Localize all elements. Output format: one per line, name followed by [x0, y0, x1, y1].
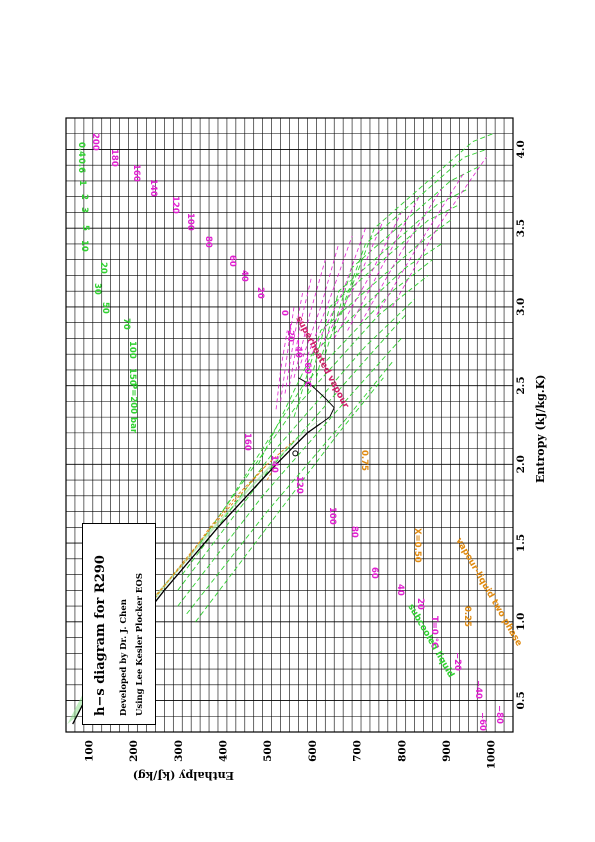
isobar-label: 70 — [121, 318, 131, 330]
isobar-line — [257, 243, 442, 465]
info-box: h−s diagram for R290 Developed by Dr. J.… — [82, 523, 156, 725]
isotherm-label: 200 — [90, 133, 100, 151]
isotherm-line — [293, 259, 326, 378]
isobar-line — [181, 298, 416, 575]
chart-author: Developed by Dr. J. Chen — [119, 599, 129, 716]
entropy-tick-label: 2.0 — [515, 455, 527, 473]
enthalpy-tick-label: 400 — [217, 740, 229, 762]
entropy-tick-label: 0.5 — [515, 691, 527, 709]
entropy-tick-label: 2.5 — [515, 376, 527, 394]
isotherm-label: −20 — [285, 323, 295, 342]
isobar-label: 0.6 — [76, 158, 86, 173]
isotherm-label: 80 — [203, 236, 213, 248]
isobar-line — [333, 149, 487, 331]
isotherm-line — [311, 228, 366, 355]
entropy-tick-label: 3.0 — [515, 298, 527, 316]
isobar-line — [195, 377, 384, 623]
isotherm-liquid-label: T=0 °C — [429, 616, 439, 648]
isobar-line — [199, 275, 429, 544]
isobar-label: 1 — [77, 180, 87, 186]
enthalpy-tick-label: 1000 — [486, 740, 498, 769]
isobar-line — [222, 259, 433, 512]
isobar-label: 5 — [80, 225, 90, 231]
isotherm-label: 180 — [109, 149, 119, 167]
enthalpy-tick-label: 900 — [441, 740, 453, 762]
isotherm-line — [320, 220, 384, 347]
isotherm-line — [347, 196, 420, 331]
isotherm-label: 20 — [255, 287, 265, 299]
isotherm-liquid-label: −20 — [452, 652, 462, 671]
quality-line — [113, 464, 268, 662]
entropy-tick-label: 1.0 — [515, 613, 527, 631]
enthalpy-tick-label: 200 — [128, 740, 140, 762]
isotherm-line — [289, 275, 313, 386]
isotherm-line — [298, 243, 340, 371]
isotherm-dome-label: 160 — [242, 433, 252, 451]
quality-label: X=0.50 — [412, 528, 422, 563]
isotherm-label: −40 — [293, 339, 303, 358]
isotherm-dome-label: 100 — [327, 507, 337, 525]
quality-line — [266, 452, 288, 481]
isotherm-label: 60 — [227, 255, 237, 267]
isobar-line — [315, 188, 469, 378]
entropy-tick-label: 1.5 — [515, 534, 527, 552]
isobar-label: 3 — [79, 207, 89, 213]
isotherm-label: 100 — [185, 213, 195, 231]
isotherm-label: −60 °C — [302, 355, 312, 387]
enthalpy-tick-label: 500 — [262, 740, 274, 762]
isobar-label: 30 — [92, 283, 102, 295]
isotherm-liquid-label: −60 — [477, 712, 487, 731]
isobar-line — [324, 164, 482, 355]
isotherm-liquid-label: −80 — [494, 705, 504, 724]
enthalpy-tick-label: 600 — [307, 740, 319, 762]
isobar-label: 150 — [127, 368, 137, 386]
entropy-tick-label: 3.5 — [515, 219, 527, 237]
isotherm-line — [284, 291, 304, 394]
isobar-label: 0.4 — [76, 142, 86, 157]
isotherm-dome-label: 140 — [269, 455, 279, 473]
isotherm-label: 120 — [170, 196, 180, 214]
isobar-label: 20 — [98, 262, 108, 274]
isobar-label: 100 — [127, 341, 137, 359]
isotherm-label: 160 — [131, 164, 141, 182]
saturated-vapour-line — [298, 377, 335, 424]
isobar-line — [177, 314, 407, 591]
enthalpy-tick-label: 700 — [352, 740, 364, 762]
isotherm-dome-label: 80 — [349, 526, 359, 538]
enthalpy-tick-label: 100 — [83, 740, 95, 762]
isotherm-line — [280, 306, 295, 402]
enthalpy-tick-label: 800 — [396, 740, 408, 762]
critical-point — [292, 450, 299, 457]
isotherm-label: 140 — [148, 179, 158, 197]
isotherm-label: 0 — [279, 310, 289, 316]
isobar-label: 50 — [100, 302, 110, 314]
isotherm-dome-label: 20 — [415, 598, 425, 610]
entropy-tick-label: 4.0 — [515, 140, 527, 158]
quality-label: 0.25 — [462, 606, 472, 627]
isotherm-label: 40 — [239, 270, 249, 282]
isotherm-dome-label: 120 — [294, 476, 304, 494]
chart-title: h−s diagram for R290 — [93, 555, 108, 716]
isotherm-dome-label: 40 — [395, 584, 405, 596]
isotherm-line — [333, 212, 402, 339]
isobar-label: P=200 bar — [128, 383, 138, 434]
isobar-line — [186, 361, 393, 615]
quality-line — [152, 440, 295, 599]
isotherm-line — [391, 157, 487, 308]
isobar-line — [306, 204, 460, 394]
isotherm-liquid-label: −40 — [473, 680, 483, 699]
isobar-line — [340, 133, 494, 315]
quality-label: 0.75 — [359, 450, 369, 471]
chart-method: Using Lee Kesler Plocker EOS — [135, 573, 145, 716]
isobar-label: 2 — [79, 194, 89, 200]
isotherm-dome-label: 60 — [369, 567, 379, 579]
enthalpy-tick-label: 300 — [173, 740, 185, 762]
isotherm-line — [275, 330, 288, 410]
x-axis-title: Entropy (kJ/kg.K) — [534, 375, 547, 483]
isotherm-line — [304, 235, 353, 363]
y-axis-title: Enthalpy (kJ/kg) — [133, 769, 234, 782]
isobar-label: 10 — [79, 240, 89, 252]
